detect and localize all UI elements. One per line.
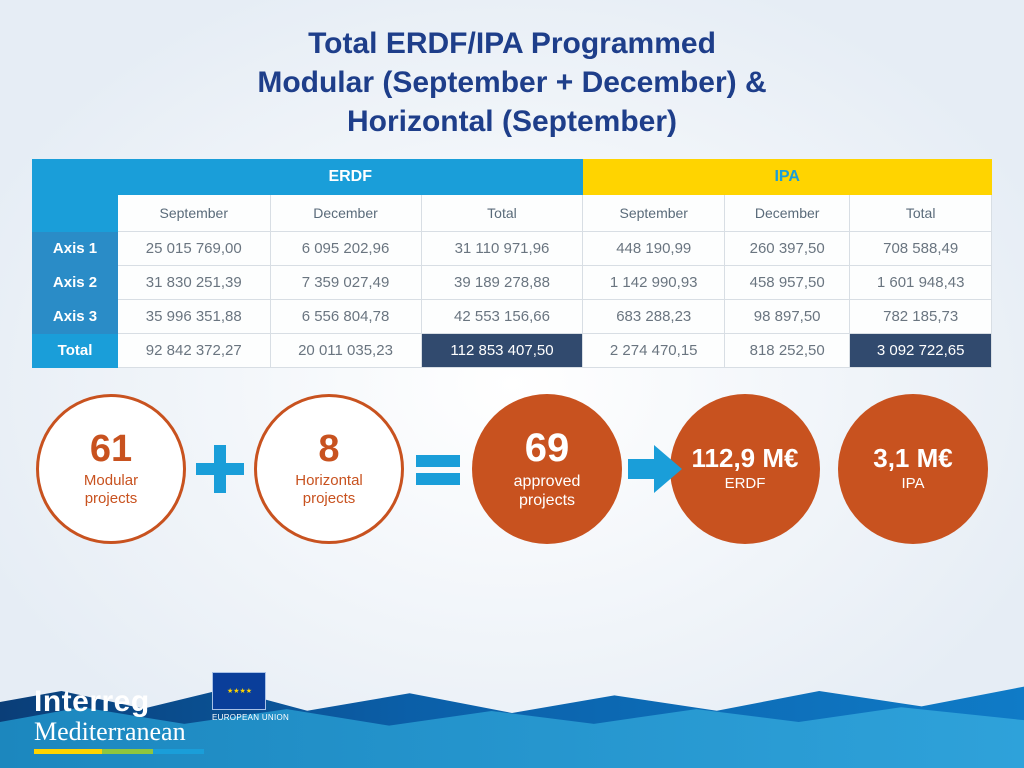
bubble-ipa-amount: 3,1 M€ IPA bbox=[838, 394, 988, 544]
subheader: Total bbox=[850, 195, 992, 232]
cell: 448 190,99 bbox=[583, 232, 725, 266]
cell: 31 110 971,96 bbox=[421, 232, 583, 266]
bubble-approved: 69 approved projects bbox=[472, 394, 622, 544]
bubble-label: ERDF bbox=[725, 475, 766, 493]
row-label: Axis 2 bbox=[33, 266, 118, 300]
subheader: September bbox=[118, 195, 270, 232]
brand-name: Interreg bbox=[34, 685, 204, 719]
cell: 31 830 251,39 bbox=[118, 266, 270, 300]
summary-bubbles: 61 Modular projects 8 Horizontal project… bbox=[0, 394, 1024, 544]
funding-table: ERDF IPA September December Total Septem… bbox=[32, 159, 992, 368]
cell-highlight: 112 853 407,50 bbox=[421, 334, 583, 368]
cell: 708 588,49 bbox=[850, 232, 992, 266]
subheader: December bbox=[270, 195, 421, 232]
bubble-horizontal: 8 Horizontal projects bbox=[254, 394, 404, 544]
cell: 20 011 035,23 bbox=[270, 334, 421, 368]
cell: 683 288,23 bbox=[583, 300, 725, 334]
title-line: Modular (September + December) & bbox=[257, 66, 766, 99]
row-label: Axis 3 bbox=[33, 300, 118, 334]
bubble-label: Horizontal projects bbox=[295, 472, 363, 508]
cell: 25 015 769,00 bbox=[118, 232, 270, 266]
subheader: December bbox=[725, 195, 850, 232]
brand-stripe bbox=[34, 749, 204, 754]
header-blank bbox=[33, 160, 118, 195]
subheader: September bbox=[583, 195, 725, 232]
cell: 1 142 990,93 bbox=[583, 266, 725, 300]
title-line: Horizontal (September) bbox=[347, 105, 677, 138]
equals-icon bbox=[414, 445, 462, 493]
row-label: Axis 1 bbox=[33, 232, 118, 266]
cell: 6 095 202,96 bbox=[270, 232, 421, 266]
bubble-modular: 61 Modular projects bbox=[36, 394, 186, 544]
title-line: Total ERDF/IPA Programmed bbox=[308, 27, 716, 60]
bubble-label: IPA bbox=[901, 475, 924, 493]
cell: 98 897,50 bbox=[725, 300, 850, 334]
bubble-number: 69 bbox=[525, 428, 570, 468]
eu-label: EUROPEAN UNION bbox=[212, 713, 289, 722]
eu-flag-icon bbox=[212, 672, 266, 710]
footer: Interreg Mediterranean EUROPEAN UNION bbox=[0, 638, 1024, 768]
bubble-label: Modular projects bbox=[84, 472, 138, 508]
cell: 35 996 351,88 bbox=[118, 300, 270, 334]
table-row: Axis 3 35 996 351,88 6 556 804,78 42 553… bbox=[33, 300, 992, 334]
cell: 818 252,50 bbox=[725, 334, 850, 368]
row-label: Total bbox=[33, 334, 118, 368]
bubble-label: approved projects bbox=[514, 472, 581, 510]
cell: 39 189 278,88 bbox=[421, 266, 583, 300]
table-row: Axis 1 25 015 769,00 6 095 202,96 31 110… bbox=[33, 232, 992, 266]
slide-title: Total ERDF/IPA Programmed Modular (Septe… bbox=[0, 0, 1024, 159]
header-ipa: IPA bbox=[583, 160, 992, 195]
bubble-erdf-amount: 112,9 M€ ERDF bbox=[670, 394, 820, 544]
bubble-number: 112,9 M€ bbox=[692, 445, 799, 471]
plus-icon bbox=[196, 445, 244, 493]
cell: 782 185,73 bbox=[850, 300, 992, 334]
eu-emblem: EUROPEAN UNION bbox=[212, 672, 289, 722]
cell: 42 553 156,66 bbox=[421, 300, 583, 334]
cell: 7 359 027,49 bbox=[270, 266, 421, 300]
arrow-icon bbox=[628, 445, 684, 493]
cell: 458 957,50 bbox=[725, 266, 850, 300]
table-row: Axis 2 31 830 251,39 7 359 027,49 39 189… bbox=[33, 266, 992, 300]
cell: 92 842 372,27 bbox=[118, 334, 270, 368]
subheader: Total bbox=[421, 195, 583, 232]
cell: 2 274 470,15 bbox=[583, 334, 725, 368]
cell-highlight: 3 092 722,65 bbox=[850, 334, 992, 368]
cell: 260 397,50 bbox=[725, 232, 850, 266]
bubble-number: 8 bbox=[318, 430, 339, 468]
header-erdf: ERDF bbox=[118, 160, 583, 195]
brand-programme: Mediterranean bbox=[34, 717, 204, 747]
bubble-number: 3,1 M€ bbox=[873, 445, 953, 471]
header-blank bbox=[33, 195, 118, 232]
cell: 6 556 804,78 bbox=[270, 300, 421, 334]
brand-logo: Interreg Mediterranean bbox=[34, 685, 204, 754]
cell: 1 601 948,43 bbox=[850, 266, 992, 300]
table-row-total: Total 92 842 372,27 20 011 035,23 112 85… bbox=[33, 334, 992, 368]
bubble-number: 61 bbox=[90, 430, 132, 468]
